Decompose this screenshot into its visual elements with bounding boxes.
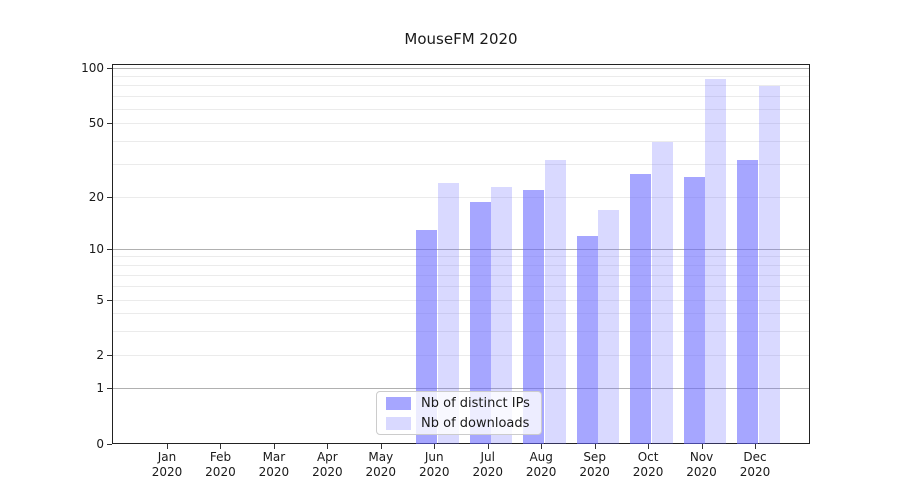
legend-label-distinct-ips: Nb of distinct IPs — [421, 395, 530, 411]
gridline-8 — [113, 265, 809, 267]
gridline-50 — [113, 123, 809, 125]
gridline-40 — [113, 141, 809, 143]
gridline-30 — [113, 164, 809, 166]
x-tick-label-may-2020: May 2020 — [365, 450, 397, 479]
x-tick-aug-2020 — [541, 444, 543, 449]
gridline-3 — [113, 330, 809, 332]
gridline-60 — [113, 108, 809, 110]
x-tick-label-jul-2020: Jul 2020 — [472, 450, 503, 479]
x-tick-nov-2020 — [701, 444, 703, 449]
bar-jul-2020-s1 — [491, 186, 513, 444]
gridline-100 — [113, 67, 809, 69]
chart-title: MouseFM 2020 — [404, 30, 518, 48]
x-tick-label-apr-2020: Apr 2020 — [312, 450, 343, 479]
bar-aug-2020-s1 — [544, 160, 566, 444]
x-tick-label-mar-2020: Mar 2020 — [258, 450, 290, 479]
x-tick-label-oct-2020: Oct 2020 — [632, 450, 664, 479]
legend-label-downloads: Nb of downloads — [421, 415, 530, 431]
gridline-2 — [113, 355, 809, 356]
y-tick-20 — [107, 196, 112, 198]
y-tick-label-10: 10 — [88, 241, 104, 256]
y-tick-label-100: 100 — [81, 60, 104, 75]
x-tick-label-nov-2020: Nov 2020 — [686, 450, 717, 479]
y-tick-label-1: 1 — [96, 381, 104, 395]
x-tick-oct-2020 — [648, 444, 650, 449]
bar-nov-2020-s0 — [683, 176, 705, 444]
gridline-20 — [113, 196, 809, 198]
bar-jun-2020-s0 — [416, 229, 438, 444]
x-tick-label-dec-2020: Dec 2020 — [739, 450, 771, 479]
plot-area — [112, 64, 810, 444]
x-tick-label-jan-2020: Jan 2020 — [151, 450, 183, 479]
x-tick-may-2020 — [380, 444, 382, 449]
gridline-9 — [113, 256, 809, 258]
y-tick-label-5: 5 — [96, 293, 104, 307]
x-tick-sep-2020 — [594, 444, 596, 449]
legend-swatch-distinct-ips — [386, 396, 411, 410]
x-tick-feb-2020 — [220, 444, 222, 449]
x-tick-apr-2020 — [327, 444, 329, 449]
legend-item-downloads: Nb of downloads — [386, 416, 532, 431]
x-tick-label-jun-2020: Jun 2020 — [418, 450, 450, 479]
y-tick-100 — [107, 67, 112, 69]
x-tick-mar-2020 — [273, 444, 275, 449]
y-tick-5 — [107, 300, 112, 301]
bar-aug-2020-s0 — [523, 190, 545, 444]
x-tick-label-feb-2020: Feb 2020 — [205, 450, 236, 479]
gridline-5 — [113, 300, 809, 301]
x-tick-label-sep-2020: Sep 2020 — [579, 450, 610, 479]
gridline-70 — [113, 96, 809, 98]
x-tick-label-aug-2020: Aug 2020 — [525, 450, 557, 479]
bar-dec-2020-s1 — [758, 86, 780, 444]
y-tick-50 — [107, 123, 112, 125]
bar-sep-2020-s0 — [576, 235, 598, 444]
bar-oct-2020-s0 — [630, 173, 652, 444]
y-tick-10 — [107, 248, 112, 250]
gridline-4 — [113, 313, 809, 315]
x-tick-dec-2020 — [755, 444, 756, 449]
y-tick-label-2: 2 — [96, 348, 104, 362]
gridline-10 — [113, 248, 809, 250]
bar-jul-2020-s0 — [469, 201, 491, 444]
gridline-80 — [113, 85, 809, 87]
gridline-6 — [113, 286, 809, 288]
y-tick-0 — [107, 444, 112, 445]
x-tick-jun-2020 — [434, 444, 436, 449]
y-tick-2 — [107, 355, 112, 356]
legend-swatch-downloads — [386, 416, 411, 430]
y-tick-1 — [107, 388, 112, 389]
gridline-90 — [113, 75, 809, 77]
x-tick-jan-2020 — [167, 444, 168, 449]
bar-sep-2020-s1 — [598, 209, 620, 444]
bar-jun-2020-s1 — [437, 183, 459, 444]
legend: Nb of distinct IPs Nb of downloads — [376, 391, 542, 435]
y-tick-label-50: 50 — [88, 116, 104, 131]
y-tick-label-0: 0 — [96, 437, 104, 451]
legend-item-distinct-ips: Nb of distinct IPs — [386, 396, 532, 411]
bar-nov-2020-s1 — [705, 78, 727, 444]
gridline-7 — [113, 275, 809, 276]
bar-dec-2020-s0 — [737, 160, 758, 444]
y-tick-label-20: 20 — [88, 189, 104, 204]
x-tick-jul-2020 — [487, 444, 489, 449]
bar-oct-2020-s1 — [651, 142, 673, 444]
gridline-1 — [113, 388, 809, 389]
